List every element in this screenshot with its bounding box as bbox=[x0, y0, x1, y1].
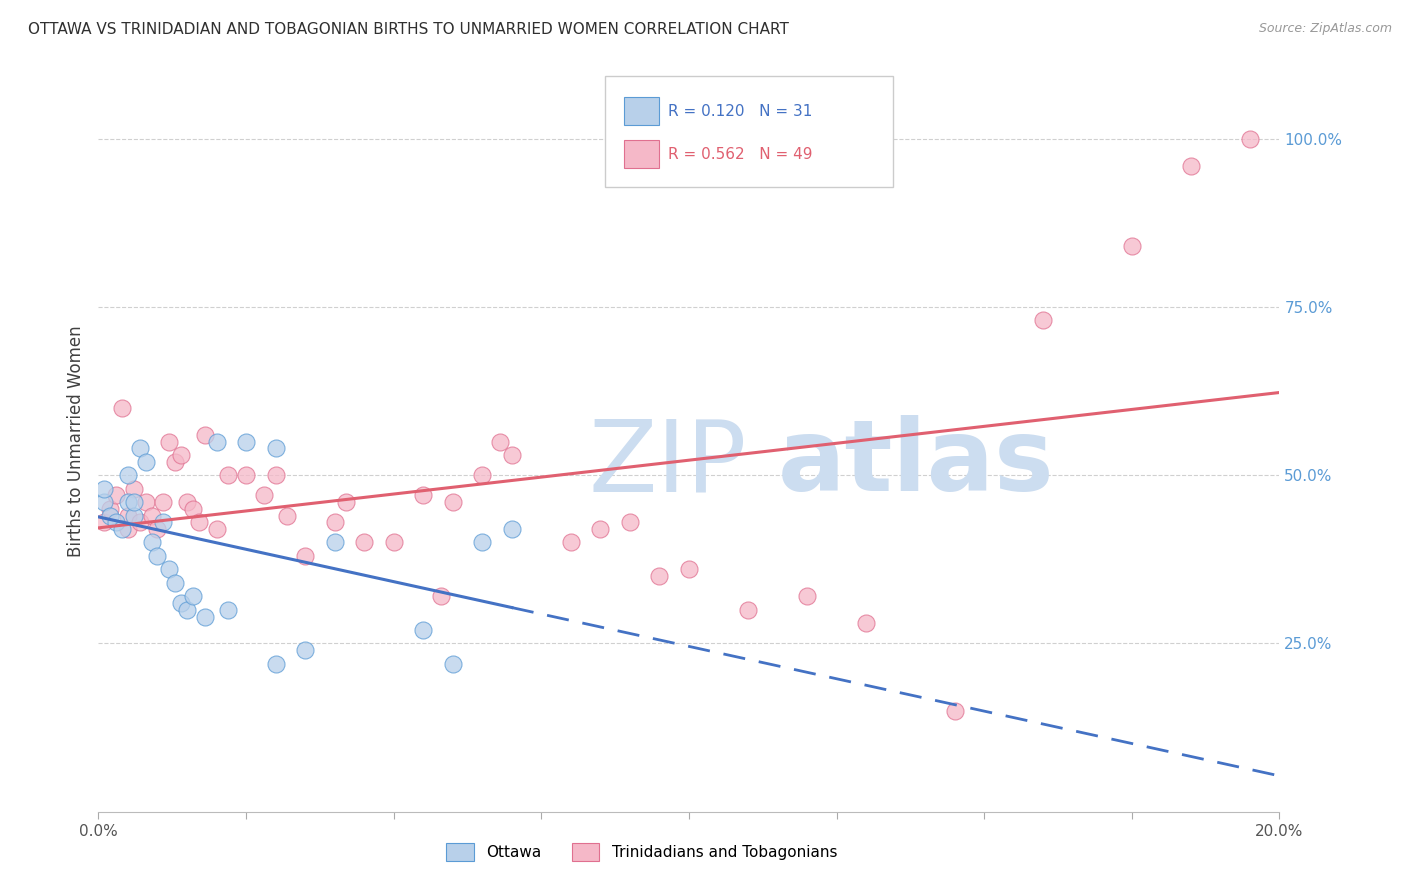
Point bbox=[441, 495, 464, 509]
Point bbox=[93, 495, 115, 509]
Point bbox=[146, 522, 169, 536]
Point bbox=[294, 643, 316, 657]
Point bbox=[105, 516, 128, 530]
Point bbox=[205, 522, 228, 536]
Point bbox=[294, 549, 316, 563]
Point bbox=[98, 508, 121, 523]
Point bbox=[141, 535, 163, 549]
Point bbox=[217, 468, 239, 483]
Point bbox=[128, 442, 150, 456]
Point bbox=[135, 495, 157, 509]
Point bbox=[235, 434, 257, 449]
Point bbox=[117, 522, 139, 536]
Point bbox=[170, 596, 193, 610]
Point bbox=[560, 535, 582, 549]
Point bbox=[471, 535, 494, 549]
Point bbox=[619, 516, 641, 530]
Text: R = 0.562   N = 49: R = 0.562 N = 49 bbox=[668, 146, 813, 161]
Point bbox=[122, 508, 145, 523]
Point bbox=[264, 657, 287, 671]
Point bbox=[117, 495, 139, 509]
Point bbox=[117, 508, 139, 523]
Point bbox=[157, 562, 180, 576]
Point bbox=[157, 434, 180, 449]
Point bbox=[165, 455, 187, 469]
Point bbox=[353, 535, 375, 549]
Point bbox=[217, 603, 239, 617]
Point bbox=[441, 657, 464, 671]
Point bbox=[264, 468, 287, 483]
Point bbox=[412, 623, 434, 637]
Point bbox=[1180, 159, 1202, 173]
Point bbox=[323, 516, 346, 530]
Point bbox=[181, 501, 204, 516]
Point bbox=[117, 468, 139, 483]
Point bbox=[430, 590, 453, 604]
Point bbox=[135, 455, 157, 469]
Point bbox=[501, 522, 523, 536]
Point bbox=[1032, 313, 1054, 327]
Point bbox=[181, 590, 204, 604]
Text: ZIP: ZIP bbox=[589, 416, 747, 512]
Point bbox=[235, 468, 257, 483]
Point bbox=[323, 535, 346, 549]
Point bbox=[412, 488, 434, 502]
Point bbox=[501, 448, 523, 462]
Point bbox=[737, 603, 759, 617]
Text: R = 0.120   N = 31: R = 0.120 N = 31 bbox=[668, 103, 813, 119]
Point bbox=[170, 448, 193, 462]
Point bbox=[152, 516, 174, 530]
Point bbox=[589, 522, 612, 536]
Point bbox=[122, 495, 145, 509]
Point bbox=[335, 495, 357, 509]
Legend: Ottawa, Trinidadians and Tobagonians: Ottawa, Trinidadians and Tobagonians bbox=[440, 838, 844, 867]
Point bbox=[165, 575, 187, 590]
Y-axis label: Births to Unmarried Women: Births to Unmarried Women bbox=[66, 326, 84, 558]
Point bbox=[648, 569, 671, 583]
Point bbox=[205, 434, 228, 449]
Point bbox=[146, 549, 169, 563]
Point bbox=[105, 488, 128, 502]
Point bbox=[128, 516, 150, 530]
Point bbox=[194, 609, 217, 624]
Point bbox=[276, 508, 298, 523]
Point bbox=[194, 427, 217, 442]
Text: atlas: atlas bbox=[778, 416, 1054, 512]
Point bbox=[176, 603, 198, 617]
Point bbox=[152, 495, 174, 509]
Point bbox=[93, 516, 115, 530]
Point bbox=[111, 401, 134, 415]
Point bbox=[93, 482, 115, 496]
Point bbox=[187, 516, 209, 530]
Point bbox=[111, 522, 134, 536]
Point bbox=[678, 562, 700, 576]
Point bbox=[489, 434, 512, 449]
Point bbox=[1121, 239, 1143, 253]
Point bbox=[141, 508, 163, 523]
Point bbox=[943, 704, 966, 718]
Point bbox=[122, 482, 145, 496]
Point bbox=[253, 488, 276, 502]
Point bbox=[382, 535, 405, 549]
Point bbox=[264, 442, 287, 456]
Point bbox=[98, 501, 121, 516]
Point bbox=[796, 590, 818, 604]
Text: Source: ZipAtlas.com: Source: ZipAtlas.com bbox=[1258, 22, 1392, 36]
Text: OTTAWA VS TRINIDADIAN AND TOBAGONIAN BIRTHS TO UNMARRIED WOMEN CORRELATION CHART: OTTAWA VS TRINIDADIAN AND TOBAGONIAN BIR… bbox=[28, 22, 789, 37]
Point bbox=[1239, 131, 1261, 145]
Point bbox=[176, 495, 198, 509]
Point bbox=[855, 616, 877, 631]
Point bbox=[471, 468, 494, 483]
